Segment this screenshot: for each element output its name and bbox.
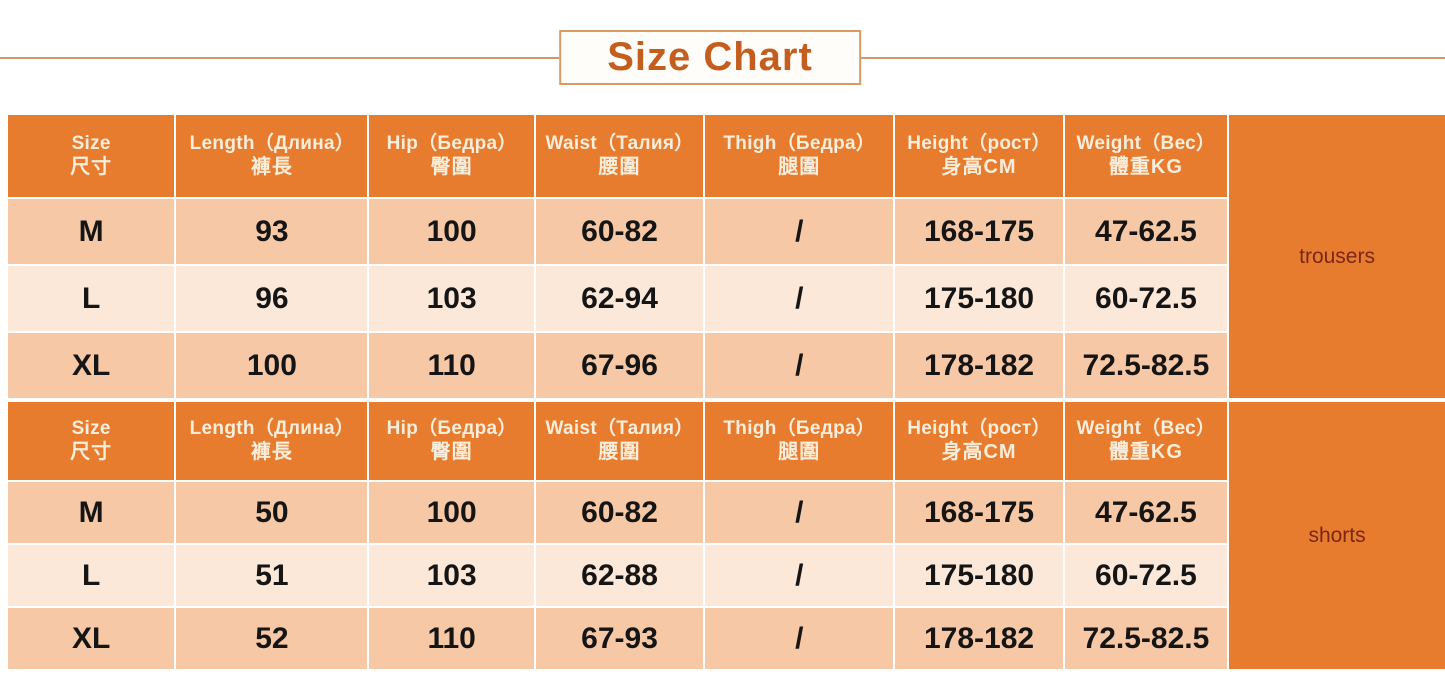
- header-height-zh: 身高CM: [941, 156, 1017, 179]
- shorts-header-hip: Hip（Бедра） 臀圍: [369, 402, 534, 480]
- header-size-en: Size: [71, 417, 111, 439]
- trousers-l-height: 175-180: [895, 266, 1063, 331]
- trousers-m-height: 168-175: [895, 199, 1063, 264]
- header-waist-en: Waist（Талия）: [545, 132, 694, 154]
- page-title: Size Chart: [607, 35, 813, 79]
- size-tables: Size 尺寸 Length（Длина） 褲長 Hip（Бедра） 臀圍 W…: [8, 115, 1445, 669]
- shorts-header-thigh: Thigh（Бедра） 腿圍: [705, 402, 894, 480]
- header-weight-zh: 體重KG: [1108, 156, 1183, 179]
- trousers-l-thigh: /: [705, 266, 894, 331]
- header-weight-en: Weight（Вес）: [1076, 417, 1216, 439]
- header-hip-en: Hip（Бедра）: [386, 132, 517, 154]
- trousers-xl-thigh: /: [705, 333, 894, 398]
- header-size-zh: 尺寸: [70, 156, 113, 179]
- trousers-m-length: 93: [176, 199, 368, 264]
- trousers-xl-height: 178-182: [895, 333, 1063, 398]
- shorts-m-hip: 100: [369, 482, 534, 543]
- shorts-header-height: Height（рост） 身高CM: [895, 402, 1063, 480]
- trousers-l-waist: 62-94: [535, 266, 704, 331]
- trousers-xl-size: XL: [8, 333, 175, 398]
- shorts-xl-hip: 110: [369, 608, 534, 669]
- header-length-en: Length（Длина）: [189, 132, 355, 154]
- header-waist-zh: 腰圍: [598, 156, 641, 179]
- header-waist-zh: 腰圍: [598, 441, 641, 464]
- trousers-header-thigh: Thigh（Бедра） 腿圍: [705, 115, 894, 197]
- trousers-m-weight: 47-62.5: [1064, 199, 1228, 264]
- trousers-m-hip: 100: [369, 199, 534, 264]
- trousers-header-weight: Weight（Вес） 體重KG: [1064, 115, 1228, 197]
- chart-title-box: Size Chart: [559, 30, 861, 85]
- header-height-en: Height（рост）: [907, 417, 1051, 439]
- shorts-l-thigh: /: [705, 545, 894, 606]
- trousers-l-weight: 60-72.5: [1064, 266, 1228, 331]
- header-thigh-en: Thigh（Бедра）: [723, 132, 876, 154]
- shorts-l-hip: 103: [369, 545, 534, 606]
- header-thigh-zh: 腿圍: [778, 156, 821, 179]
- shorts-header-size: Size 尺寸: [8, 402, 175, 480]
- shorts-header-waist: Waist（Талия） 腰圍: [535, 402, 704, 480]
- shorts-header-weight: Weight（Вес） 體重KG: [1064, 402, 1228, 480]
- trousers-xl-hip: 110: [369, 333, 534, 398]
- header-thigh-en: Thigh（Бедра）: [723, 417, 876, 439]
- shorts-header-length: Length（Длина） 褲長: [176, 402, 368, 480]
- header-length-zh: 褲長: [250, 156, 293, 179]
- side-label-trousers: trousers: [1229, 115, 1445, 398]
- shorts-l-height: 175-180: [895, 545, 1063, 606]
- shorts-xl-length: 52: [176, 608, 368, 669]
- header-weight-zh: 體重KG: [1108, 441, 1183, 464]
- header-weight-en: Weight（Вес）: [1076, 132, 1216, 154]
- shorts-xl-waist: 67-93: [535, 608, 704, 669]
- trousers-header-size: Size 尺寸: [8, 115, 175, 197]
- trousers-header-waist: Waist（Талия） 腰圍: [535, 115, 704, 197]
- header-waist-en: Waist（Талия）: [545, 417, 694, 439]
- trousers-header-height: Height（рост） 身高CM: [895, 115, 1063, 197]
- shorts-xl-thigh: /: [705, 608, 894, 669]
- trousers-m-waist: 60-82: [535, 199, 704, 264]
- trousers-size-table: Size 尺寸 Length（Длина） 褲長 Hip（Бедра） 臀圍 W…: [8, 115, 1445, 398]
- trousers-l-hip: 103: [369, 266, 534, 331]
- shorts-size-table: Size 尺寸 Length（Длина） 褲長 Hip（Бедра） 臀圍 W…: [8, 402, 1445, 669]
- side-label-shorts: shorts: [1229, 402, 1445, 669]
- trousers-m-size: M: [8, 199, 175, 264]
- header-height-en: Height（рост）: [907, 132, 1051, 154]
- shorts-m-thigh: /: [705, 482, 894, 543]
- header-length-en: Length（Длина）: [189, 417, 355, 439]
- trousers-l-length: 96: [176, 266, 368, 331]
- shorts-l-length: 51: [176, 545, 368, 606]
- shorts-m-length: 50: [176, 482, 368, 543]
- shorts-l-weight: 60-72.5: [1064, 545, 1228, 606]
- shorts-l-waist: 62-88: [535, 545, 704, 606]
- shorts-m-height: 168-175: [895, 482, 1063, 543]
- trousers-header-hip: Hip（Бедра） 臀圍: [369, 115, 534, 197]
- trousers-header-length: Length（Длина） 褲長: [176, 115, 368, 197]
- header-height-zh: 身高CM: [941, 441, 1017, 464]
- shorts-l-size: L: [8, 545, 175, 606]
- trousers-l-size: L: [8, 266, 175, 331]
- header-size-zh: 尺寸: [70, 441, 113, 464]
- header-hip-zh: 臀圍: [430, 441, 473, 464]
- shorts-xl-weight: 72.5-82.5: [1064, 608, 1228, 669]
- trousers-m-thigh: /: [705, 199, 894, 264]
- shorts-xl-height: 178-182: [895, 608, 1063, 669]
- trousers-xl-length: 100: [176, 333, 368, 398]
- shorts-m-size: M: [8, 482, 175, 543]
- trousers-xl-weight: 72.5-82.5: [1064, 333, 1228, 398]
- shorts-m-weight: 47-62.5: [1064, 482, 1228, 543]
- header-length-zh: 褲長: [250, 441, 293, 464]
- header-thigh-zh: 腿圍: [778, 441, 821, 464]
- header-size-en: Size: [71, 132, 111, 154]
- trousers-xl-waist: 67-96: [535, 333, 704, 398]
- shorts-m-waist: 60-82: [535, 482, 704, 543]
- header-hip-zh: 臀圍: [430, 156, 473, 179]
- shorts-xl-size: XL: [8, 608, 175, 669]
- header-hip-en: Hip（Бедра）: [386, 417, 517, 439]
